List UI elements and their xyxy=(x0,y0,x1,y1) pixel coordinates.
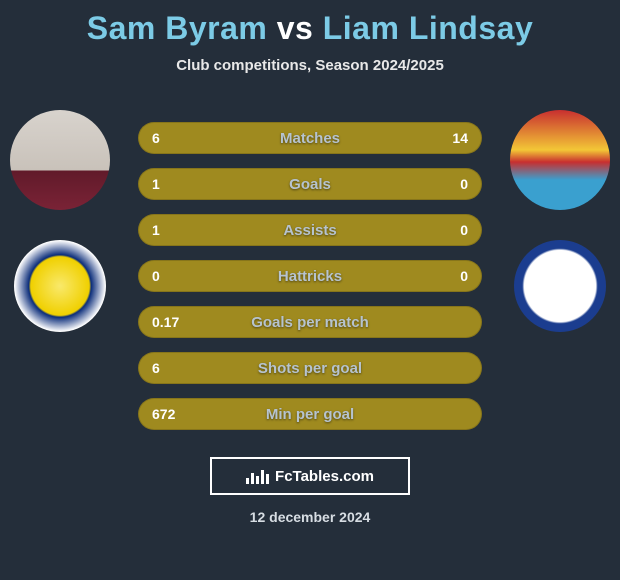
brand-text: FcTables.com xyxy=(275,468,374,485)
footer-date: 12 december 2024 xyxy=(250,509,371,525)
stat-value-right: 0 xyxy=(460,222,468,238)
stat-value-left: 0 xyxy=(152,268,160,284)
stat-value-right: 0 xyxy=(460,268,468,284)
stat-label: Matches xyxy=(138,130,482,147)
player2-avatar xyxy=(510,110,610,210)
stat-label: Goals per match xyxy=(138,314,482,331)
stat-value-right: 14 xyxy=(452,130,468,146)
brand-badge: FcTables.com xyxy=(210,457,410,495)
player1-name: Sam Byram xyxy=(87,10,268,46)
stat-value-left: 0.17 xyxy=(152,314,179,330)
subtitle: Club competitions, Season 2024/2025 xyxy=(0,57,620,74)
right-column xyxy=(505,110,615,332)
stats-bars: 6 Matches 14 1 Goals 0 1 Assists 0 0 Hat… xyxy=(138,122,482,444)
stat-row-assists: 1 Assists 0 xyxy=(138,214,482,246)
stat-label: Hattricks xyxy=(138,268,482,285)
comparison-title: Sam Byram vs Liam Lindsay xyxy=(0,0,620,47)
stat-label: Assists xyxy=(138,222,482,239)
stat-value-left: 6 xyxy=(152,360,160,376)
stat-row-min-per-goal: 672 Min per goal xyxy=(138,398,482,430)
stat-row-hattricks: 0 Hattricks 0 xyxy=(138,260,482,292)
player2-name: Liam Lindsay xyxy=(323,10,534,46)
stat-row-goals: 1 Goals 0 xyxy=(138,168,482,200)
bars-icon xyxy=(246,468,269,484)
player2-club-crest xyxy=(514,240,606,332)
stat-label: Min per goal xyxy=(138,406,482,423)
stat-row-matches: 6 Matches 14 xyxy=(138,122,482,154)
vs-label: vs xyxy=(277,10,314,46)
left-column xyxy=(5,110,115,332)
player1-club-crest xyxy=(14,240,106,332)
stat-row-shots-per-goal: 6 Shots per goal xyxy=(138,352,482,384)
stat-value-left: 6 xyxy=(152,130,160,146)
stat-label: Shots per goal xyxy=(138,360,482,377)
stat-value-left: 1 xyxy=(152,222,160,238)
stat-value-left: 672 xyxy=(152,406,175,422)
stat-label: Goals xyxy=(138,176,482,193)
stat-row-goals-per-match: 0.17 Goals per match xyxy=(138,306,482,338)
stat-value-left: 1 xyxy=(152,176,160,192)
player1-avatar xyxy=(10,110,110,210)
stat-value-right: 0 xyxy=(460,176,468,192)
